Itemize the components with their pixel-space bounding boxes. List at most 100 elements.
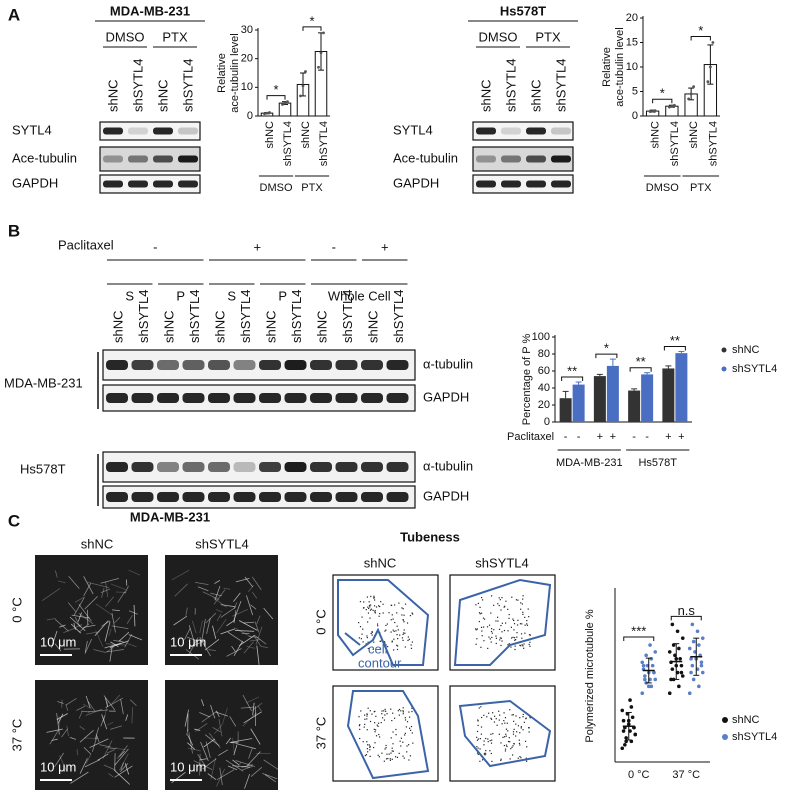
tubeness-speck <box>476 638 478 640</box>
microtubule <box>110 747 117 750</box>
blot-frame <box>99 174 201 194</box>
tubeness-speck <box>359 626 362 628</box>
data-point <box>653 677 658 682</box>
tubeness-speck <box>410 725 413 728</box>
tubeness-speck <box>375 735 378 737</box>
tubeness-speck <box>398 602 400 604</box>
tubeness-speck <box>528 731 530 733</box>
tubeness-speck <box>522 598 524 600</box>
tubeness-speck <box>484 754 486 756</box>
tubeness-speck <box>515 599 518 601</box>
tubeness-speck <box>483 618 486 620</box>
microtubule <box>205 734 220 747</box>
microtubule <box>199 636 211 657</box>
microtubule <box>208 732 221 749</box>
microtubule <box>200 741 209 762</box>
tubeness-speck <box>505 728 507 730</box>
significance-bracket <box>266 95 286 100</box>
tubeness-speck <box>385 758 388 760</box>
tubeness-speck <box>500 644 502 647</box>
microtubule <box>104 621 111 642</box>
tubeness-speck <box>518 739 520 741</box>
microtubule <box>223 587 231 590</box>
microtubule <box>216 710 220 718</box>
blot-band <box>551 180 571 188</box>
tubeness-speck <box>366 715 368 717</box>
tubeness-speck <box>382 612 384 614</box>
tubeness-frame <box>332 685 439 782</box>
tubeness-speck <box>401 614 403 616</box>
column-label: shSYTL4 <box>475 555 528 570</box>
blot-band <box>233 360 256 370</box>
tubeness-speck <box>507 730 509 732</box>
tubeness-speck <box>529 717 531 719</box>
group-label: DMSO <box>260 182 293 194</box>
tubeness-speck <box>365 754 368 756</box>
microtubule <box>107 721 114 726</box>
microtubule <box>218 719 223 737</box>
tubeness-speck <box>404 732 406 734</box>
tubeness-speck <box>366 596 369 598</box>
significance-label: * <box>660 86 665 101</box>
cell-line-title: MDA-MB-231 <box>110 3 190 18</box>
tubeness-speck <box>488 636 490 638</box>
microtubule <box>87 581 109 588</box>
tubeness-speck <box>358 716 360 718</box>
microtubule <box>243 711 262 724</box>
tubeness-speck <box>374 731 376 733</box>
microtubule <box>218 749 229 756</box>
blot-band <box>259 393 281 403</box>
bar-label: - <box>645 431 649 443</box>
microtubule <box>73 622 76 630</box>
microtubule <box>56 713 60 735</box>
significance-label: *** <box>631 623 646 638</box>
microtubule <box>83 583 92 596</box>
tubeness-speck <box>400 737 403 739</box>
tubeness-speck <box>519 644 521 646</box>
microtubule <box>246 645 256 649</box>
microtubule <box>99 744 111 748</box>
tubeness-speck <box>361 616 363 618</box>
tubeness-speck <box>374 722 376 724</box>
tubeness-speck <box>519 744 521 746</box>
tubeness-speck <box>406 721 409 723</box>
microtubule <box>76 749 79 756</box>
microtubule <box>54 752 64 768</box>
blot-band <box>153 127 173 135</box>
x-tick-label: shNC <box>264 121 276 149</box>
microtubule <box>105 697 109 707</box>
tubeness-speck <box>506 722 508 724</box>
microtubule <box>102 740 113 759</box>
tubeness-speck <box>513 742 515 745</box>
data-point <box>679 670 684 675</box>
tubeness-speck <box>509 741 511 743</box>
microtubule <box>253 634 262 647</box>
microtubule <box>197 586 209 592</box>
microtubule <box>226 648 242 657</box>
microtubule <box>109 640 129 648</box>
tubeness-speck <box>504 748 507 750</box>
microtubule <box>63 627 76 634</box>
blot-band <box>103 180 123 188</box>
tubeness-speck <box>519 717 521 719</box>
blot-band <box>182 492 205 502</box>
tubeness-speck <box>529 641 531 643</box>
tubeness-speck <box>521 623 523 625</box>
row-label: Ace-tubulin <box>393 150 458 165</box>
data-point <box>643 674 647 678</box>
tubeness-speck <box>481 635 483 637</box>
tubeness-speck <box>397 710 399 712</box>
tubeness-speck <box>522 595 524 597</box>
significance-bracket <box>595 353 618 359</box>
tubeness-speck <box>396 612 398 614</box>
tubeness-speck <box>516 731 518 733</box>
data-point <box>670 104 674 108</box>
microtubule <box>81 710 90 713</box>
microtubule <box>220 628 236 635</box>
paclitaxel-label: Paclitaxel <box>58 237 114 252</box>
tubeness-speck <box>476 752 479 754</box>
micrograph <box>35 680 148 790</box>
tubeness-speck <box>359 601 362 603</box>
tubeness-speck <box>368 607 370 610</box>
